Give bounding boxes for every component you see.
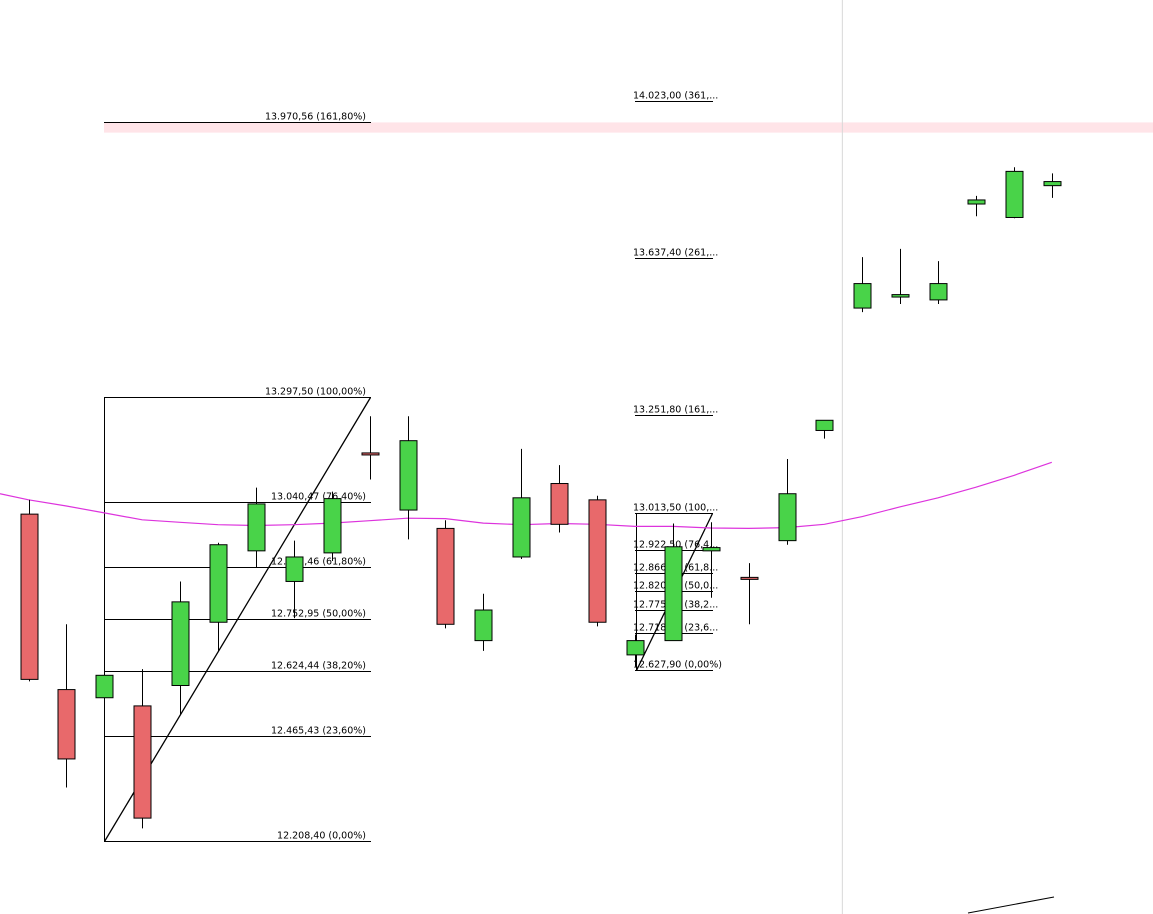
candle <box>247 487 266 568</box>
candle-body-up <box>702 547 721 552</box>
candle <box>815 419 834 439</box>
candle <box>285 540 304 619</box>
highlight-band <box>104 122 1153 133</box>
candle-body-up <box>967 199 986 205</box>
candle <box>626 634 645 667</box>
candle-body-down <box>740 576 759 580</box>
fib-level-label: 12.465,43 (23,60%) <box>271 726 366 737</box>
candle <box>133 669 152 829</box>
candle-body-up <box>247 503 266 552</box>
candle <box>853 257 872 313</box>
candle <box>209 542 228 651</box>
candle-body-up <box>474 609 493 642</box>
fib-level-label: 13.970,56 (161,80%) <box>265 112 366 123</box>
candle-body-up <box>323 498 342 554</box>
candle-body-up <box>929 283 948 301</box>
fib-level-label: 13.297,50 (100,00%) <box>265 387 366 398</box>
candle-body-up <box>853 283 872 309</box>
candle-body-up <box>285 556 304 582</box>
fib-level-label: 13.251,80 (161,... <box>633 405 718 416</box>
candle <box>702 522 721 598</box>
candle-body-up <box>664 546 683 642</box>
fib-level-label: 12.624,44 (38,20%) <box>271 661 366 672</box>
candle-body-down <box>133 705 152 819</box>
candle <box>399 416 418 540</box>
candle-body-down <box>550 483 569 525</box>
candle-body-up <box>778 493 797 542</box>
fib-level-label: 12.627,90 (0,00%) <box>633 660 722 671</box>
candle-body-up <box>512 497 531 558</box>
candle-body-up <box>399 440 418 511</box>
candle <box>778 459 797 545</box>
candle <box>512 448 531 560</box>
candle <box>474 593 493 651</box>
candle-body-down <box>20 513 39 680</box>
candle <box>436 520 455 629</box>
candle-body-up <box>1005 170 1024 218</box>
candle <box>1043 173 1062 198</box>
candle-body-down <box>588 499 607 623</box>
candle-body-up <box>891 294 910 298</box>
candle <box>550 465 569 533</box>
candle-body-up <box>209 544 228 623</box>
candle <box>20 499 39 682</box>
fib-level-label: 13.013,50 (100,... <box>633 503 718 514</box>
fib-level-label: 12.881,46 (61,80%) <box>271 557 366 568</box>
candle <box>57 624 76 788</box>
candle-body-up <box>626 640 645 656</box>
fib-level-label: 12.922,50 (76,4... <box>633 540 718 551</box>
candle-body-up <box>815 419 834 431</box>
candle <box>1005 167 1024 219</box>
candle-body-down <box>57 689 76 760</box>
fib-level-label: 14.023,00 (361,... <box>633 91 718 102</box>
candle-body-up <box>171 601 190 686</box>
candle <box>740 563 759 625</box>
trend-layer <box>967 896 1055 914</box>
candle <box>891 248 910 304</box>
fib-level-label: 13.637,40 (261,... <box>633 248 718 259</box>
candle-body-down <box>361 452 380 456</box>
fib-level-label: 12.208,40 (0,00%) <box>277 831 366 842</box>
candles-layer <box>20 167 1062 829</box>
candle <box>323 491 342 562</box>
candle <box>171 581 190 715</box>
trend-line-fragment <box>967 896 1055 914</box>
background-layer <box>104 0 1153 914</box>
candle <box>361 416 380 480</box>
fib-level-label: 12.752,95 (50,00%) <box>271 609 366 620</box>
candle <box>588 495 607 627</box>
candle <box>664 523 683 642</box>
candle <box>929 261 948 304</box>
candle <box>967 195 986 217</box>
candle-body-up <box>1043 181 1062 187</box>
fib-level-label: 13.040,47 (76,40%) <box>271 492 366 503</box>
candle <box>95 674 114 825</box>
candle-body-down <box>436 527 455 625</box>
candle-body-up <box>95 674 114 699</box>
